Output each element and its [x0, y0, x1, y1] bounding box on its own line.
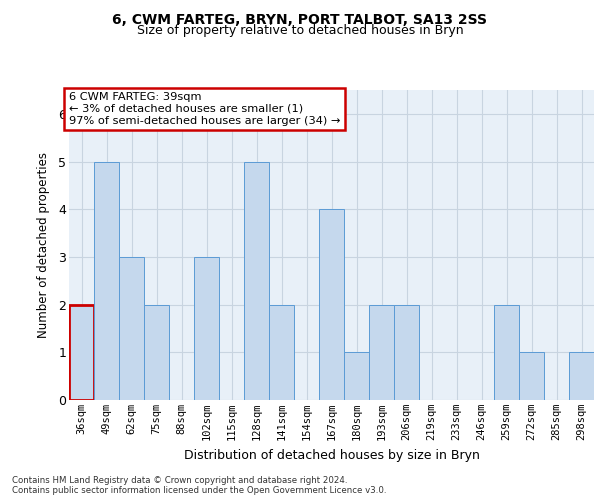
- X-axis label: Distribution of detached houses by size in Bryn: Distribution of detached houses by size …: [184, 448, 479, 462]
- Bar: [144, 304, 169, 400]
- Bar: [269, 304, 294, 400]
- Bar: [344, 352, 369, 400]
- Text: 6 CWM FARTEG: 39sqm
← 3% of detached houses are smaller (1)
97% of semi-detached: 6 CWM FARTEG: 39sqm ← 3% of detached hou…: [69, 92, 340, 126]
- Text: Size of property relative to detached houses in Bryn: Size of property relative to detached ho…: [137, 24, 463, 37]
- Y-axis label: Number of detached properties: Number of detached properties: [37, 152, 50, 338]
- Bar: [94, 162, 119, 400]
- Bar: [119, 257, 144, 400]
- Bar: [494, 304, 519, 400]
- Bar: [394, 304, 419, 400]
- Bar: [519, 352, 544, 400]
- Bar: [569, 352, 594, 400]
- Bar: [69, 304, 94, 400]
- Text: Contains HM Land Registry data © Crown copyright and database right 2024.
Contai: Contains HM Land Registry data © Crown c…: [12, 476, 386, 495]
- Bar: [319, 209, 344, 400]
- Bar: [369, 304, 394, 400]
- Text: 6, CWM FARTEG, BRYN, PORT TALBOT, SA13 2SS: 6, CWM FARTEG, BRYN, PORT TALBOT, SA13 2…: [113, 12, 487, 26]
- Bar: [244, 162, 269, 400]
- Bar: [194, 257, 219, 400]
